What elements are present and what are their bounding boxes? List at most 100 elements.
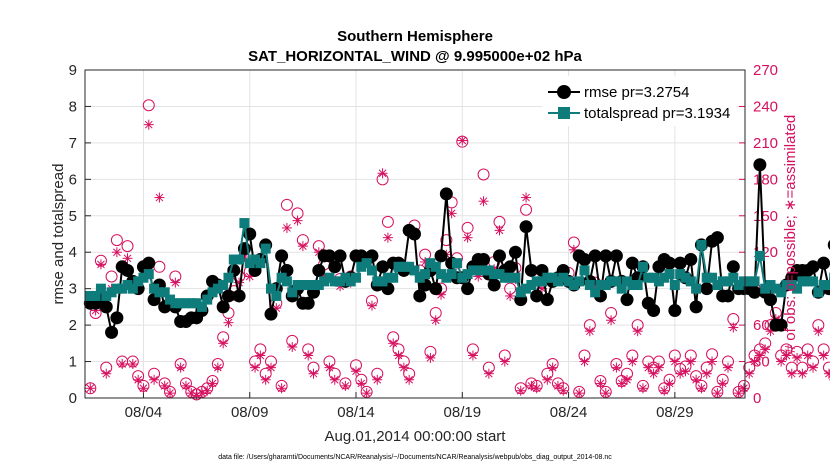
asterisk-stroke [809,363,817,372]
asterisk-stroke [559,386,568,395]
asterisk-stroke [756,351,764,360]
rmse-point [121,263,135,277]
asterisk-stroke [479,197,488,206]
totalspread-point [744,276,755,287]
totalspread-point [138,272,149,283]
assimilated-obs-marker [722,362,733,373]
rmse-point [827,240,830,250]
rmse-point [721,289,735,303]
rmse-point [519,220,533,234]
asterisk-stroke [671,357,679,366]
rmse-point [524,263,538,277]
asterisk-stroke [825,371,830,378]
totalspread-point [409,265,420,276]
totalspread-point [568,280,579,291]
asterisk-stroke [166,389,174,397]
totalspread-point [510,272,521,283]
assimilated-obs-marker [776,356,787,367]
assimilated-obs-marker [669,356,680,367]
assimilated-obs-marker [515,385,526,396]
asterisk-stroke [102,369,111,378]
totalspread-point [149,283,160,294]
asterisk-stroke [718,379,727,388]
assimilated-obs-marker [478,196,489,207]
totalspread-point [707,272,718,283]
assimilated-obs-marker [627,356,638,367]
asterisk-stroke [394,351,403,360]
asterisk-stroke [399,363,408,372]
assimilated-obs-marker [499,356,510,367]
totalspread-point [388,272,399,283]
rmse-point [328,260,342,274]
totalspread-point [361,258,372,269]
asterisk-stroke [787,369,796,378]
totalspread-point [521,283,532,294]
asterisk-stroke [782,351,791,360]
totalspread-point [808,276,819,287]
totalspread-point [738,276,749,287]
y-tick-label-right: 180 [753,171,778,188]
assimilated-obs-marker [462,232,473,243]
rmse-point [726,260,740,274]
asterisk-stroke [277,384,286,393]
totalspread-point [579,265,590,276]
totalspread-point [653,276,664,287]
asterisk-stroke [740,384,748,393]
totalspread-point [563,276,574,287]
plot-frame [84,69,746,399]
assimilated-obs-marker [170,277,181,288]
rmse-point [578,253,592,267]
rmse-point [487,278,501,292]
rmse-point [477,253,491,267]
totalspread-point [271,290,282,301]
asterisk-stroke [729,323,738,332]
totalspread-point [818,280,829,291]
totalspread-point [351,272,362,283]
assimilated-obs-marker [802,350,813,361]
asterisk-stroke [607,316,615,325]
totalspread-point [675,269,686,280]
rmse-point [668,304,682,318]
totalspread-point [712,280,723,291]
assimilated-obs-marker [85,383,96,394]
totalspread-point [765,280,776,291]
y-tick-label-left: 9 [69,62,77,79]
totalspread-point [223,272,234,283]
asterisk-stroke [617,379,626,388]
asterisk-stroke [500,357,509,366]
totalspread-point [776,287,787,298]
totalspread-point [494,269,505,280]
totalspread-point [457,272,468,283]
asterisk-stroke [86,384,95,393]
possible-obs-marker [381,215,394,228]
totalspread-point [324,272,335,283]
rmse-point [232,289,246,303]
assimilated-obs-marker [505,290,516,301]
assimilated-obs-marker [749,356,760,367]
totalspread-point [117,283,128,294]
rmse-point [312,263,326,277]
totalspread-point [643,272,654,283]
totalspread-point [186,298,197,309]
assimilated-obs-marker [366,300,377,311]
asterisk-stroke [543,375,552,384]
totalspread-point [542,272,553,283]
asterisk-stroke [176,363,185,372]
assimilated-obs-marker [696,383,707,394]
asterisk-stroke [187,389,196,397]
totalspread-point [786,280,797,291]
assimilated-obs-marker [595,378,606,389]
asterisk-stroke [134,375,142,384]
assimilated-obs-marker [606,315,617,326]
asterisk-stroke [139,384,148,393]
rmse-point [105,325,119,339]
possible-obs-marker [520,203,533,216]
rmse-point [503,260,517,274]
possible-obs-marker [142,99,155,112]
legend-box [542,76,736,126]
totalspread-point [180,298,191,309]
asterisk-stroke [495,226,504,235]
totalspread-point [467,265,478,276]
totalspread-point [106,287,117,298]
asterisk-stroke [113,248,121,257]
